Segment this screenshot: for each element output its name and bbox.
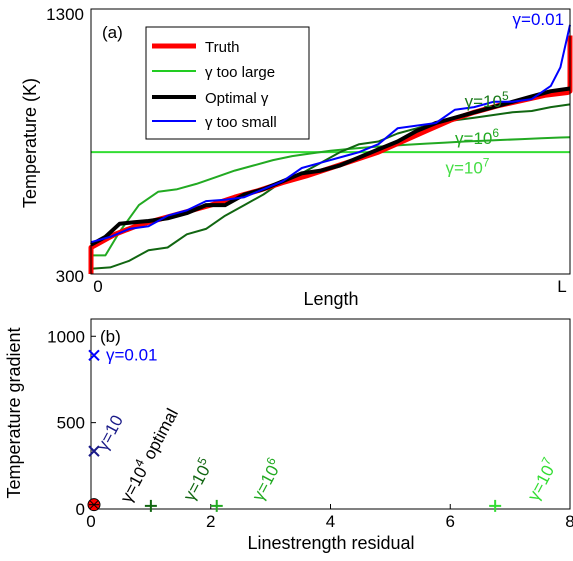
panel-a: (a) 1300 300 0 L Length Temperature (K) … [20,5,573,309]
panel-b-xtick-label: 6 [446,512,455,531]
panel-a-annotations: γ=0.01 γ=105 γ=106 γ=107 [445,10,564,177]
panel-b-xtick-label: 4 [326,512,335,531]
annotation-gamma-3: γ=107 [445,155,489,177]
legend-label-truth: Truth [205,39,239,56]
point-label-3: γ=105 [177,454,217,503]
panel-a-ytick-bottom: 300 [56,267,84,286]
legend-label-optimal: Optimal γ [205,90,269,107]
point-marker-x-0 [88,349,100,361]
panel-a-ytick-top: 1300 [46,5,84,24]
panel-b-label: (b) [100,327,121,346]
panel-b-x-axis-label: Linestrength residual [247,533,414,553]
panel-a-y-axis-label: Temperature (K) [20,78,40,208]
point-label-4: γ=106 [246,454,286,503]
legend-label-too-small: γ too small [205,114,277,131]
legend-label-too-large: γ too large [205,64,275,81]
series-line-gamma_1e5 [90,103,571,270]
panel-a-xtick-right: L [557,277,566,296]
series-line-gamma_1e6 [91,136,571,257]
point-label-0: γ=0.01 [106,345,158,364]
panel-b-ytick-label: 1000 [47,327,85,346]
panel-b-xtick-label: 2 [206,512,215,531]
panel-b-xtick-label: 0 [86,512,95,531]
point-marker-x-1 [88,445,100,457]
panel-a-frame [90,8,571,275]
point-marker-plus-5 [489,499,502,512]
panel-a-xtick-left: 0 [93,277,102,296]
point-label-1: γ=10 [93,412,127,454]
panel-b-ytick-label: 0 [76,500,85,519]
annotation-gamma-0: γ=0.01 [513,10,565,29]
point-label-2: γ=104 optimal [114,404,182,506]
annotation-gamma-1: γ=105 [465,89,509,111]
panel-a-x-axis-label: Length [303,289,358,309]
panel-b-y-axis-label: Temperature gradient [4,327,24,498]
point-marker-optimal-2 [87,498,101,512]
point-marker-plus-4 [210,499,223,512]
annotation-gamma-2: γ=106 [455,126,499,148]
panel-a-series [88,8,573,275]
point-label-5: γ=107 [521,454,561,503]
panel-b-xtick-label: 8 [565,512,573,531]
panel-a-label: (a) [102,23,123,42]
panel-a-legend: Truth γ too large Optimal γ γ too small [145,26,310,140]
panel-b-ticks: 0 2 4 6 8 0 500 1000 [47,327,573,531]
series-line-gamma_001 [90,24,571,244]
point-marker-plus-3 [144,499,157,512]
panel-b-ytick-label: 500 [57,414,85,433]
series-line-optimal [90,86,571,247]
